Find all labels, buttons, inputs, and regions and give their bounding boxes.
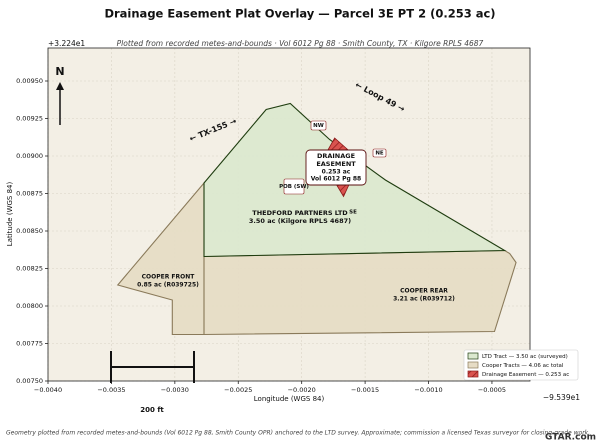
y-tick-label: 0.00775 xyxy=(16,340,43,348)
corner-label: POB (SW) xyxy=(279,184,309,190)
corner-label: SE xyxy=(349,210,357,216)
x-tick-label: −0.0005 xyxy=(478,386,506,394)
tract-label: 3.21 ac (R039712) xyxy=(393,296,455,303)
callout-label: Vol 6012 Pg 88 xyxy=(311,176,362,183)
legend-label: Cooper Tracts — 4.06 ac total xyxy=(482,363,564,369)
legend-swatch xyxy=(467,361,479,369)
legend-label: Drainage Easement — 0.253 ac xyxy=(482,372,569,378)
y-tick-label: 0.00950 xyxy=(16,77,43,85)
x-tick-label: −0.0035 xyxy=(97,386,125,394)
plot-frame xyxy=(47,47,531,382)
legend-label: LTD Tract — 3.50 ac (surveyed) xyxy=(482,354,568,360)
scale-label: 200 ft xyxy=(140,406,164,414)
legend: LTD Tract — 3.50 ac (surveyed) Cooper Tr… xyxy=(463,349,579,381)
y-tick-label: 0.00925 xyxy=(16,115,43,123)
x-tick-label: −0.0030 xyxy=(161,386,189,394)
x-tick-label: −0.0020 xyxy=(288,386,316,394)
x-tick-label: −0.0025 xyxy=(224,386,252,394)
y-tick-label: 0.00875 xyxy=(16,190,43,198)
corner-box xyxy=(372,148,387,158)
chart-title: Drainage Easement Plat Overlay — Parcel … xyxy=(104,7,495,21)
tract-label: 0.85 ac (R039725) xyxy=(137,282,199,289)
callout-box xyxy=(305,149,367,186)
x-label: Longitude (WGS 84) xyxy=(254,395,325,403)
tract-label: COOPER REAR xyxy=(400,288,448,295)
watermark: GTAR.com xyxy=(545,433,596,443)
y-tick-label: 0.00850 xyxy=(16,227,43,235)
x-tick-label: −0.0010 xyxy=(414,386,442,394)
corner-box xyxy=(283,178,305,195)
y-label: Latitude (WGS 84) xyxy=(6,182,14,247)
tract-label: COOPER FRONT xyxy=(142,274,196,281)
y-tick-label: 0.00900 xyxy=(16,152,43,160)
parcel xyxy=(116,181,205,336)
tract-label: 3.50 ac (Kilgore RPLS 4687) xyxy=(249,217,351,225)
legend-box xyxy=(463,349,579,381)
legend-swatch xyxy=(467,370,479,378)
callout-label: EASEMENT xyxy=(316,160,356,168)
y-offset: +3.224e1 xyxy=(48,39,85,48)
legend-swatch xyxy=(467,352,479,360)
x-offset: −9.539e1 xyxy=(543,393,580,402)
corner-label: NW xyxy=(313,123,324,129)
corner-box xyxy=(310,120,327,131)
x-tick-label: −0.0040 xyxy=(34,386,62,394)
callout-label: DRAINAGE xyxy=(317,152,355,160)
y-tick-label: 0.00825 xyxy=(16,265,43,273)
corner-label: NE xyxy=(375,151,384,157)
callout-label: 0.253 ac xyxy=(322,169,351,176)
footer: Geometry plotted from recorded metes-and… xyxy=(6,430,590,437)
parcel xyxy=(203,249,517,336)
north-label: N xyxy=(55,65,64,78)
y-tick-label: 0.00750 xyxy=(16,377,43,385)
tract-label: THEDFORD PARTNERS LTD xyxy=(252,209,348,217)
x-tick-label: −0.0015 xyxy=(351,386,379,394)
y-tick-label: 0.00800 xyxy=(16,302,43,310)
north-arrow-head xyxy=(56,82,64,90)
subtitle: Plotted from recorded metes-and-bounds ·… xyxy=(117,39,484,48)
